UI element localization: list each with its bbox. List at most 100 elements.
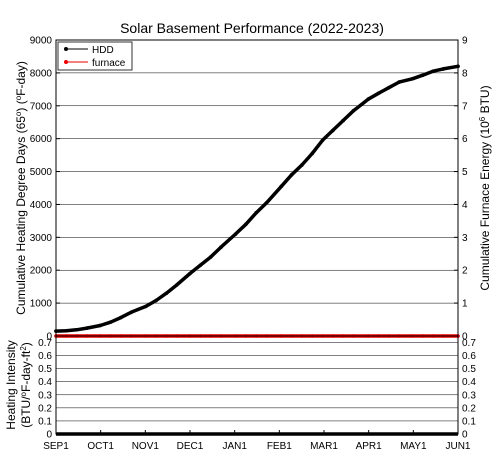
- bottom-right-tick-labels: 0 0.1 0.2 0.3 0.4 0.5 0.6 0.7: [462, 338, 476, 440]
- legend-box: [57, 41, 133, 71]
- top-right-tick-label: 5: [462, 167, 468, 178]
- top-right-tick-labels: 0 1 2 3 4 5 6 7 8 9: [462, 36, 468, 343]
- bottom-plot-frame: [55, 335, 459, 435]
- data-point-HDD: [118, 315, 123, 320]
- top-left-tick-label: 8000: [30, 68, 53, 79]
- legend-furnace-label: furnace: [92, 58, 126, 69]
- data-point-HDD: [164, 291, 169, 296]
- top-left-tick-label: 7000: [30, 101, 53, 112]
- data-point-HDD: [108, 320, 113, 324]
- top-right-tick-label: 1: [462, 299, 468, 310]
- bottom-right-tick-label: 0.1: [462, 416, 476, 427]
- data-point-HDD: [129, 310, 133, 315]
- bottom-right-tick-label: 0.7: [462, 338, 476, 349]
- data-point-HDD: [64, 328, 69, 333]
- top-left-tick-label: 6000: [30, 134, 53, 145]
- x-tick-label: NOV1: [132, 441, 160, 452]
- data-point-HDD: [74, 327, 79, 332]
- legend-furnace-marker: [64, 60, 68, 64]
- top-left-tick-label: 1000: [30, 299, 53, 310]
- bottom-left-tick-labels: 0 0.1 0.2 0.3 0.4 0.5 0.6 0.7: [38, 338, 52, 440]
- data-point-HDD: [154, 298, 158, 303]
- data-point-HDD: [244, 222, 248, 226]
- data-point-HDD: [85, 326, 89, 330]
- top-left-tick-labels: 0 1000 2000 3000 4000 5000 6000 7000 8000 9000: [30, 36, 53, 343]
- x-tick-label: APR1: [356, 441, 383, 452]
- bottom-left-tick-label: 0.1: [38, 416, 52, 427]
- x-tick-label: MAR1: [310, 441, 338, 452]
- bottom-right-tick-label: 0.4: [462, 377, 476, 388]
- top-right-tick-label: 2: [462, 266, 468, 277]
- bottom-y-axis-label-line1: Heating Intensity: [4, 340, 18, 429]
- data-point-HDD: [233, 232, 238, 236]
- data-point-HDD: [98, 323, 102, 328]
- top-right-tick-label: 0: [462, 332, 468, 343]
- legend-hdd-marker: [64, 47, 68, 51]
- x-tick-label: FEB1: [267, 441, 292, 452]
- top-right-tick-label: 9: [462, 36, 468, 47]
- bottom-right-tick-label: 0.6: [462, 351, 476, 362]
- x-tick-labels: SEP1 OCT1 NOV1 DEC1 JAN1 FEB1 MAR1 APR1 MAY1 JUN1: [43, 430, 471, 452]
- data-point-HDD: [376, 91, 381, 96]
- data-point-HDD: [386, 85, 391, 90]
- top-y2-axis-label: Cumulative Furnace Energy (106 BTU): [478, 85, 492, 290]
- top-right-tick-label: 8: [462, 68, 468, 79]
- top-right-tick-label: 3: [462, 233, 468, 244]
- data-point-HDD: [174, 283, 179, 287]
- bottom-left-tick-label: 0.7: [38, 338, 52, 349]
- bottom-right-tick-label: 0.5: [462, 364, 476, 375]
- top-right-tick-label: 6: [462, 134, 468, 145]
- bottom-gridlines: [56, 342, 458, 435]
- data-point-HDD: [264, 201, 269, 205]
- bottom-right-tick-label: 0.3: [462, 390, 476, 401]
- bottom-left-tick-label: 0.6: [38, 351, 52, 362]
- x-tick-label: DEC1: [177, 441, 204, 452]
- top-left-tick-label: 2000: [30, 266, 53, 277]
- data-point-HDD: [320, 138, 325, 143]
- data-point-HDD: [366, 97, 370, 101]
- data-point-HDD: [279, 184, 284, 189]
- data-point-HDD: [198, 263, 203, 268]
- data-point-HDD: [431, 69, 435, 74]
- legend-hdd-label: HDD: [92, 45, 114, 56]
- x-tick-label: JUN1: [445, 441, 470, 452]
- top-left-tick-label: 3000: [30, 233, 53, 244]
- data-point-HDD: [397, 80, 401, 84]
- top-left-tick-label: 4000: [30, 200, 53, 211]
- bottom-left-tick-label: 0.3: [38, 390, 52, 401]
- bottom-y-axis-label-line2: (BTU/oF-day-ft2): [19, 342, 33, 428]
- x-tick-label: SEP1: [43, 441, 69, 452]
- data-point-HDD: [208, 255, 213, 259]
- top-left-tick-label: 0: [46, 332, 52, 343]
- x-tick-label: JAN1: [222, 441, 247, 452]
- top-left-tick-label: 9000: [30, 36, 53, 47]
- data-point-HDD: [144, 304, 148, 309]
- data-point-HDD: [410, 77, 415, 81]
- data-point-HDD: [219, 245, 223, 249]
- data-point-HDD: [341, 118, 345, 123]
- data-point-HDD: [289, 173, 294, 177]
- top-right-tick-label: 4: [462, 200, 468, 211]
- bottom-left-tick-label: 0: [46, 430, 52, 441]
- bottom-left-tick-label: 0.4: [38, 377, 52, 388]
- data-point-HDD: [441, 67, 446, 71]
- top-right-tick-label: 7: [462, 101, 468, 112]
- bottom-left-tick-label: 0.5: [38, 364, 52, 375]
- data-point-HDD: [310, 151, 315, 156]
- bottom-right-tick-label: 0: [462, 430, 468, 441]
- data-point-HDD: [331, 128, 335, 133]
- top-y-axis-label: Cumulative Heating Degree Days (65o) (oF…: [14, 61, 28, 315]
- data-point-HDD: [254, 210, 259, 215]
- top-left-tick-label: 5000: [30, 167, 53, 178]
- top-series-lines: [54, 64, 460, 338]
- x-tick-label: MAY1: [400, 441, 427, 452]
- x-tick-label: OCT1: [87, 441, 114, 452]
- data-point-HDD: [300, 163, 304, 167]
- chart-legend: HDD furnace: [57, 41, 133, 71]
- data-point-HDD: [420, 73, 425, 77]
- data-point-HDD: [188, 271, 192, 276]
- chart-title: Solar Basement Performance (2022-2023): [120, 20, 384, 36]
- bottom-left-tick-label: 0.2: [38, 403, 52, 414]
- bottom-right-tick-label: 0.2: [462, 403, 476, 414]
